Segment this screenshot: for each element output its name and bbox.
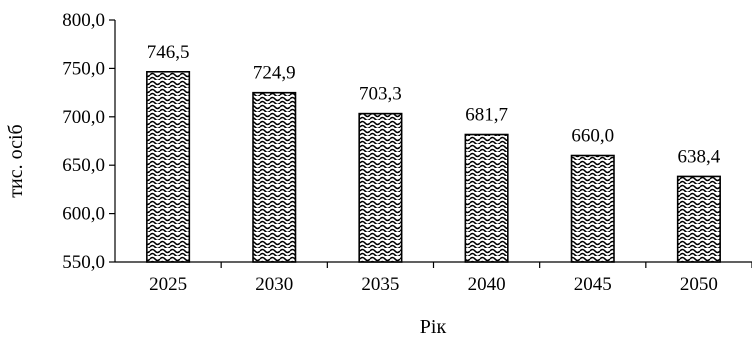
bars: [146, 70, 721, 263]
x-tick-label-2025: 2025: [149, 274, 187, 295]
bar-2050: [676, 175, 721, 263]
data-label-2025: 746,5: [147, 42, 190, 63]
bar-2035: [358, 112, 403, 263]
x-tick-label-2050: 2050: [680, 274, 718, 295]
data-labels: 746,5 724,9 703,3 681,7 660,0 638,4: [147, 42, 721, 168]
bar-2025: [146, 70, 191, 263]
x-axis-title: Рік: [420, 316, 447, 338]
data-label-2050: 638,4: [678, 146, 721, 167]
y-tick-label: 550,0: [62, 252, 105, 273]
data-label-2040: 681,7: [465, 105, 508, 126]
y-tick-label: 650,0: [62, 155, 105, 176]
y-tick-label: 800,0: [62, 10, 105, 31]
x-tick-label-2040: 2040: [468, 274, 506, 295]
x-tick-label-2030: 2030: [255, 274, 293, 295]
data-label-2045: 660,0: [571, 126, 614, 147]
bar-2030: [252, 91, 297, 263]
y-tick-label: 750,0: [62, 58, 105, 79]
x-tick-label-2045: 2045: [574, 274, 612, 295]
y-axis-ticks: 550,0 600,0 650,0 700,0 750,0 800,0: [62, 10, 115, 273]
bar-2045: [570, 154, 615, 263]
bar-2040: [464, 133, 509, 263]
x-tick-label-2035: 2035: [361, 274, 399, 295]
data-label-2030: 724,9: [253, 63, 296, 84]
y-tick-label: 700,0: [62, 107, 105, 128]
x-axis-ticks: 2025 2030 2035 2040 2045 2050: [149, 262, 752, 295]
y-axis-title: тис. осіб: [5, 124, 27, 197]
data-label-2035: 703,3: [359, 84, 402, 105]
y-tick-label: 600,0: [62, 204, 105, 225]
